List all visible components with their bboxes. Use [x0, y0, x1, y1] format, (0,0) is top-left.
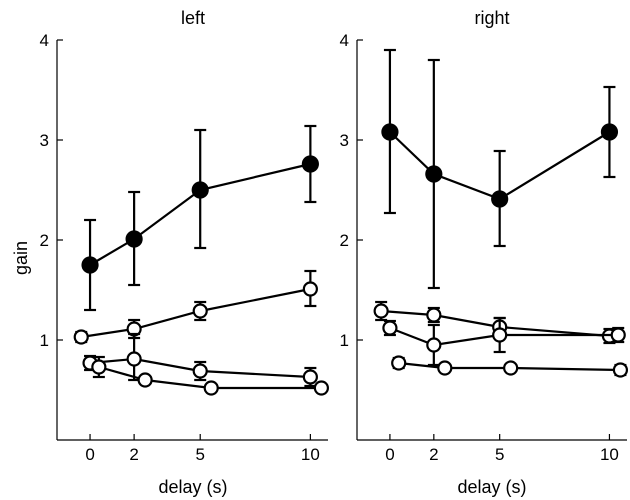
y-tick-label: 3 — [340, 131, 349, 150]
open-marker — [192, 303, 208, 319]
filled-marker — [381, 123, 399, 141]
x-tick-label: 5 — [495, 445, 504, 464]
open-marker — [612, 362, 629, 378]
open-marker — [73, 329, 89, 345]
filled-marker — [125, 230, 143, 248]
filled-marker — [491, 190, 509, 208]
open-marker — [91, 359, 107, 375]
y-axis-label: gain — [11, 241, 31, 275]
x-tick-label: 10 — [600, 445, 619, 464]
open-marker — [426, 337, 442, 353]
panel-left: left gain delay (s) 1 2 3 4 0 2 5 10 — [11, 8, 329, 497]
filled-marker — [301, 155, 319, 173]
open-marker — [313, 380, 329, 396]
open-marker — [373, 303, 389, 319]
open-marker — [382, 320, 398, 336]
y-tick-label: 1 — [40, 331, 49, 350]
series-line — [89, 162, 311, 266]
filled-marker — [81, 256, 99, 274]
open-marker — [426, 307, 442, 323]
open-marker — [610, 327, 626, 343]
panel-title-right: right — [474, 8, 509, 28]
series-line — [98, 365, 322, 390]
x-tick-label: 0 — [85, 445, 94, 464]
x-axis-label-left: delay (s) — [158, 477, 227, 497]
filled-marker — [191, 181, 209, 199]
x-tick-label: 2 — [129, 445, 138, 464]
y-tick-label: 1 — [340, 331, 349, 350]
series-line — [381, 309, 610, 338]
y-tick-label: 3 — [40, 131, 49, 150]
series-line — [89, 357, 311, 379]
series-line — [389, 131, 610, 201]
open-marker — [302, 369, 318, 385]
filled-marker — [425, 165, 443, 183]
open-marker — [302, 281, 318, 297]
x-tick-label: 5 — [195, 445, 204, 464]
open-marker — [437, 360, 453, 376]
open-marker — [203, 380, 219, 396]
open-marker — [126, 351, 142, 367]
y-tick-label: 4 — [40, 31, 49, 50]
x-tick-label: 0 — [385, 445, 394, 464]
x-tick-label: 10 — [301, 445, 320, 464]
open-marker — [192, 363, 208, 379]
open-marker — [503, 360, 519, 376]
series-line — [81, 287, 311, 339]
open-marker — [137, 372, 153, 388]
panel-title-left: left — [181, 8, 205, 28]
y-tick-label: 2 — [40, 231, 49, 250]
open-marker — [391, 355, 407, 371]
panel-right: right delay (s) 1 2 3 4 0 2 5 10 — [340, 8, 629, 497]
series-line — [398, 361, 621, 372]
open-marker — [492, 327, 508, 343]
filled-marker — [600, 123, 619, 141]
y-tick-label: 2 — [340, 231, 349, 250]
series-line — [389, 326, 619, 347]
y-tick-label: 4 — [340, 31, 349, 50]
x-tick-label: 2 — [429, 445, 438, 464]
x-axis-label-right: delay (s) — [457, 477, 526, 497]
